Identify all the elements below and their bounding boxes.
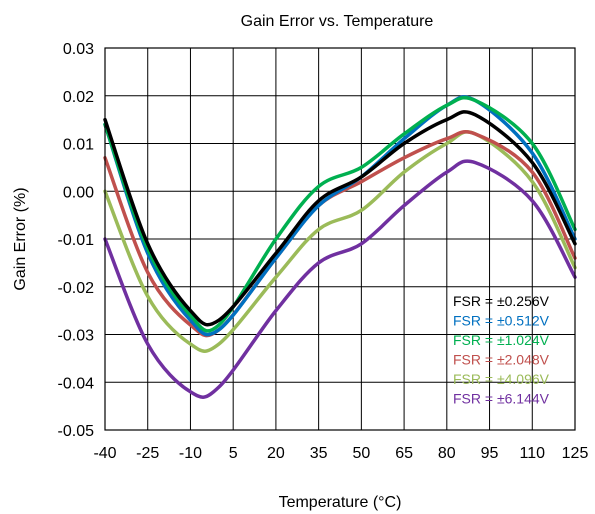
legend-entry: FSR = ±4.096V <box>453 371 550 387</box>
y-tick-label: -0.02 <box>58 280 95 297</box>
x-tick-label: 50 <box>352 445 370 462</box>
x-tick-label: 80 <box>438 445 456 462</box>
legend-entry: FSR = ±0.256V <box>453 293 550 309</box>
chart-title: Gain Error vs. Temperature <box>241 13 434 30</box>
y-tick-label: 0.00 <box>63 184 94 201</box>
legend-entry: FSR = ±1.024V <box>453 332 550 348</box>
series-line <box>103 159 577 399</box>
y-tick-label: 0.01 <box>63 137 94 154</box>
x-tick-label: -10 <box>179 445 202 462</box>
legend-entry: FSR = ±2.048V <box>453 352 550 368</box>
legend-entry: FSR = ±0.512V <box>453 313 550 329</box>
x-tick-label: 65 <box>395 445 413 462</box>
legend-entry: FSR = ±6.144V <box>453 391 550 407</box>
plot-frame <box>104 47 576 431</box>
legend: FSR = ±0.256V FSR = ±0.512V FSR = ±1.024V F… <box>453 293 550 407</box>
x-tick-label: 5 <box>229 445 238 462</box>
x-tick-label: 110 <box>520 445 546 462</box>
y-tick-label: -0.01 <box>58 232 95 249</box>
y-tick-label: -0.05 <box>58 423 95 440</box>
x-tick-labels: -40 -25 -10 5 20 35 50 65 80 95 110 125 <box>93 445 588 462</box>
y-axis-label: Gain Error (%) <box>12 187 29 290</box>
x-tick-label: -25 <box>136 445 159 462</box>
y-tick-label: -0.04 <box>58 375 95 392</box>
x-tick-label: 125 <box>562 445 589 462</box>
y-tick-labels: 0.03 0.02 0.01 0.00 -0.01 -0.02 -0.03 -0.04 -0.0… <box>58 41 95 440</box>
x-tick-label: -40 <box>93 445 116 462</box>
y-tick-label: -0.03 <box>58 328 95 345</box>
series-line <box>103 110 577 327</box>
y-tick-label: 0.02 <box>63 89 94 106</box>
plot-series <box>103 95 577 399</box>
x-tick-label: 35 <box>310 445 328 462</box>
x-tick-label: 20 <box>267 445 285 462</box>
series-line <box>103 96 577 333</box>
x-tick-label: 95 <box>481 445 499 462</box>
x-axis-label: Temperature (°C) <box>279 494 402 511</box>
y-tick-label: 0.03 <box>63 41 94 58</box>
